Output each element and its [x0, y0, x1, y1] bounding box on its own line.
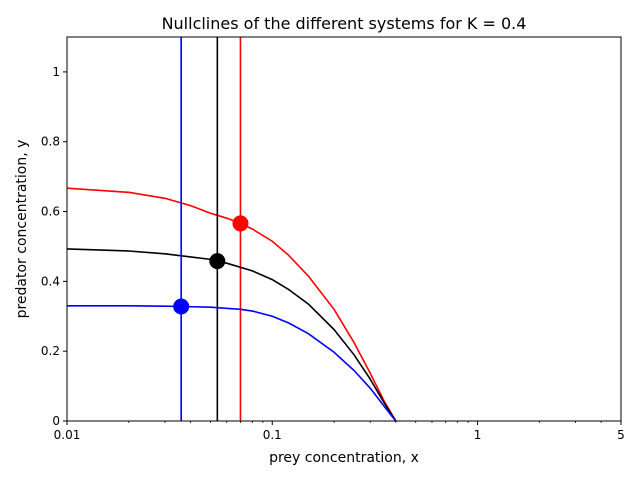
- chart-title: Nullclines of the different systems for …: [162, 14, 527, 33]
- plot-lines: [66, 37, 397, 422]
- equilibrium-points: [173, 215, 249, 315]
- x-tick-label: 5: [617, 428, 625, 442]
- y-tick-label: 0.6: [41, 205, 60, 219]
- y-axis-ticks: 0 0.2 0.4 0.6 0.8 1: [41, 65, 67, 428]
- blue-equilibrium-point: [173, 298, 190, 315]
- red-nullcline-curve: [66, 187, 397, 422]
- y-tick-label: 0.4: [41, 274, 60, 288]
- blue-nullcline-curve: [67, 305, 397, 422]
- x-axis-ticks: 0.01 0.1 1 5: [54, 421, 625, 442]
- red-equilibrium-point: [232, 215, 249, 232]
- y-tick-label: 0.8: [41, 135, 60, 149]
- plot-frame: [66, 36, 622, 422]
- y-tick-label: 1: [52, 65, 60, 79]
- x-tick-label: 0.1: [263, 428, 282, 442]
- black-nullcline-curve: [66, 248, 397, 422]
- y-tick-label: 0: [52, 414, 60, 428]
- x-axis-label: prey concentration, x: [269, 450, 419, 466]
- y-axis-label: predator concentration, y: [14, 140, 30, 319]
- y-tick-label: 0.2: [41, 344, 60, 358]
- x-tick-label: 0.01: [54, 428, 81, 442]
- black-equilibrium-point: [209, 253, 226, 270]
- x-tick-label: 1: [474, 428, 482, 442]
